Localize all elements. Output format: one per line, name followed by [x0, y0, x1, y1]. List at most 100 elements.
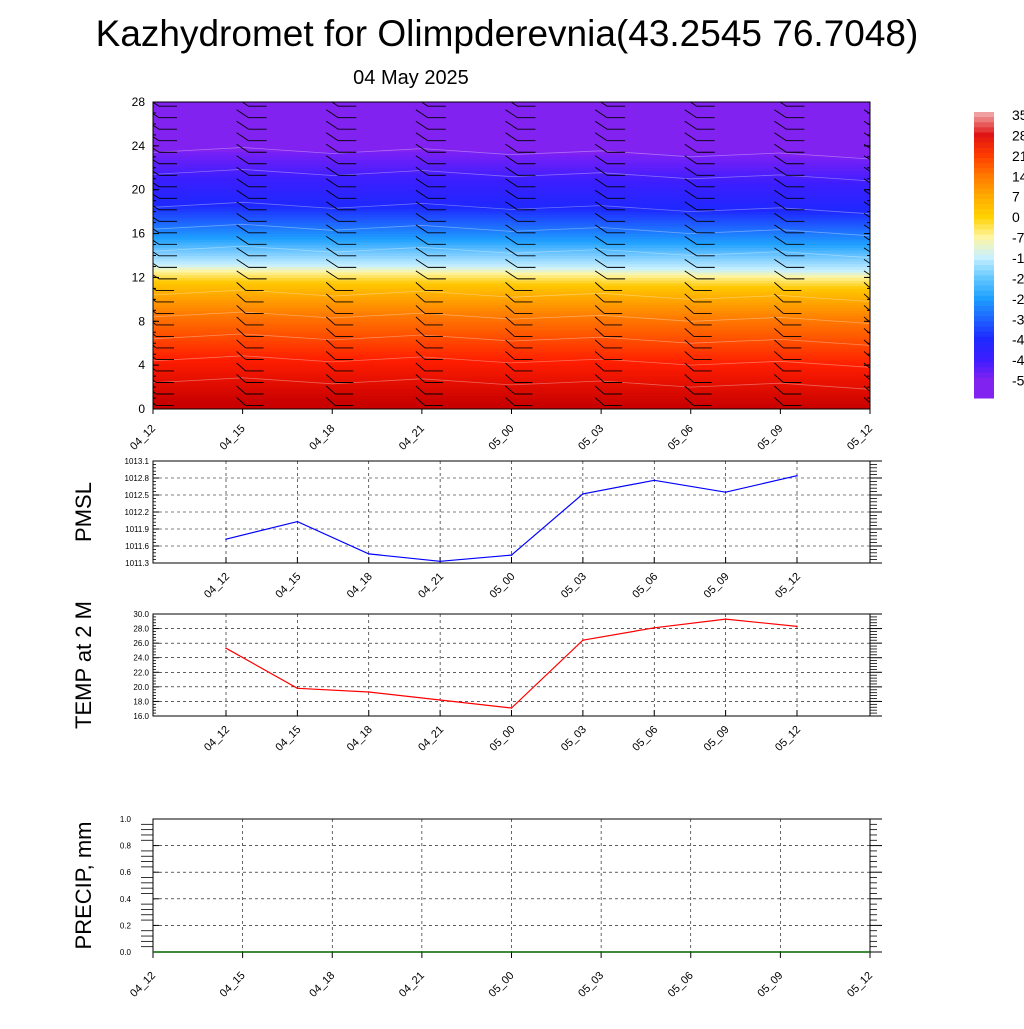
- wind-barb: [505, 258, 536, 268]
- heatmap-cell: [153, 200, 244, 204]
- colorbar-swatch: [974, 127, 994, 133]
- heatmap-cell: [601, 307, 692, 311]
- data-point: [296, 520, 299, 523]
- wind-barb: [594, 362, 623, 372]
- wind-barb: [236, 224, 267, 234]
- heatmap-cell: [511, 255, 602, 259]
- heatmap-cell: [601, 107, 692, 111]
- wind-barb: [236, 374, 264, 383]
- heatmap-cell: [780, 154, 870, 158]
- heatmap-cell: [242, 134, 333, 139]
- heatmap-cell: [511, 195, 602, 199]
- heatmap-cell: [242, 159, 333, 163]
- wind-barb: [594, 201, 626, 211]
- heatmap-cell: [153, 104, 244, 108]
- wind-barb: [415, 212, 446, 222]
- heatmap-cell: [332, 258, 423, 262]
- heatmap-cell: [332, 184, 423, 188]
- heatmap-cell: [332, 244, 423, 248]
- wind-barb: [684, 316, 712, 326]
- heatmap-cell: [421, 184, 513, 188]
- heatmap-cell: [601, 277, 692, 281]
- y-tick-label: 1011.3: [125, 559, 149, 568]
- heatmap-cell: [690, 340, 781, 344]
- heatmap-cell: [153, 145, 244, 150]
- heatmap-cell: [242, 277, 333, 281]
- heatmap-cell: [242, 247, 333, 251]
- heatmap-cell: [421, 230, 513, 235]
- heatmap-cell: [690, 381, 781, 385]
- heatmap-cell: [690, 137, 781, 141]
- heatmap-cell: [421, 178, 513, 183]
- wind-barb: [594, 270, 626, 280]
- heatmap-cell: [690, 162, 781, 166]
- heatmap-cell: [421, 195, 513, 199]
- heatmap-cell: [780, 313, 870, 317]
- y-tick-label: 28.0: [133, 625, 149, 634]
- heatmap-cell: [421, 403, 513, 407]
- heatmap-cell: [511, 367, 602, 372]
- heatmap-cell: [690, 252, 781, 257]
- wind-barb: [774, 155, 805, 165]
- heatmap-cell: [601, 123, 692, 128]
- heatmap-cell: [153, 170, 244, 174]
- wind-barb: [863, 385, 870, 392]
- heatmap-cell: [242, 118, 333, 122]
- heatmap-cell: [511, 165, 602, 169]
- x-tick-label: 05_09: [755, 423, 785, 453]
- y-tick-label: 1011.9: [125, 525, 149, 534]
- heatmap-cell: [421, 329, 513, 333]
- heatmap-cell: [421, 318, 513, 322]
- heatmap-cell: [421, 302, 513, 306]
- heatmap-cell: [601, 233, 692, 237]
- heatmap-cell: [421, 159, 513, 163]
- heatmap-cell: [601, 354, 692, 358]
- heatmap-cell: [421, 148, 513, 152]
- heatmap-cell: [242, 356, 333, 361]
- heatmap-cell: [332, 173, 423, 177]
- wind-barb: [594, 339, 623, 349]
- heatmap-cell: [690, 197, 781, 202]
- heatmap-cell: [511, 354, 602, 358]
- heatmap-cell: [780, 280, 870, 284]
- heatmap-cell: [332, 304, 423, 309]
- heatmap-cell: [421, 351, 513, 355]
- y-tick-label: 28: [132, 95, 146, 109]
- colorbar-swatch: [974, 163, 994, 169]
- colorbar-label: -35: [1012, 311, 1024, 327]
- heatmap-cell: [332, 252, 423, 257]
- heatmap-cell: [601, 321, 692, 325]
- y-tick-label: 0.4: [120, 895, 132, 904]
- heatmap-cell: [601, 351, 692, 355]
- x-tick-label: 05_06: [666, 423, 696, 453]
- heatmap-cell: [511, 241, 602, 246]
- heatmap-cell: [511, 376, 602, 380]
- wind-barb: [774, 316, 802, 326]
- heatmap-cell: [242, 359, 333, 363]
- colorbar-swatch: [974, 346, 994, 353]
- heatmap-cell: [242, 302, 333, 306]
- wind-barb: [325, 397, 354, 406]
- x-tick-label: 04_15: [218, 423, 248, 453]
- heatmap-cell: [690, 307, 781, 311]
- heatmap-cell: [690, 387, 781, 391]
- heatmap-cell: [601, 337, 692, 341]
- heatmap-cell: [153, 247, 244, 251]
- heatmap-cell: [421, 219, 513, 224]
- x-tick-label: 04_18: [307, 970, 337, 1000]
- heatmap-cell: [242, 241, 333, 246]
- heatmap-cell: [511, 282, 602, 287]
- data-point: [582, 493, 584, 495]
- heatmap-cell: [511, 214, 602, 218]
- wind-barb: [326, 270, 357, 280]
- heatmap-cell: [780, 225, 870, 229]
- heatmap-cell: [242, 255, 333, 259]
- heatmap-cell: [511, 315, 602, 320]
- heatmap-cell: [242, 340, 333, 344]
- wind-barb: [415, 109, 446, 119]
- heatmap-cell: [511, 280, 602, 284]
- colorbar-swatch: [974, 249, 994, 256]
- heatmap-cell: [242, 384, 333, 388]
- heatmap-cell: [332, 176, 423, 180]
- y-tick-label: 30.0: [133, 610, 149, 619]
